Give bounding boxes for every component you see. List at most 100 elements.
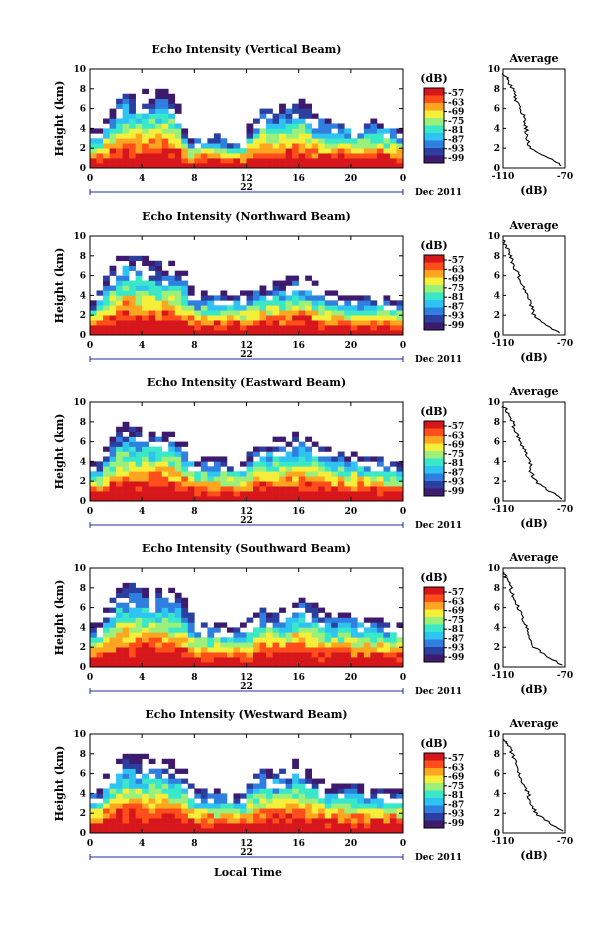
heatmap-cell [194, 637, 202, 643]
heatmap-cell [253, 446, 260, 452]
heatmap-cell [389, 803, 397, 809]
heatmap-cell [207, 803, 215, 809]
heatmap-cell [148, 280, 156, 286]
colorbar-swatch [424, 652, 444, 655]
heatmap-cell [292, 133, 299, 139]
heatmap-cell [331, 783, 339, 789]
heatmap-cell [311, 163, 319, 169]
heatmap-cell [155, 275, 163, 281]
heatmap-cell [285, 783, 293, 789]
heatmap-cell [253, 486, 260, 492]
heatmap-cell [376, 647, 384, 653]
heatmap-cell [311, 818, 319, 824]
heatmap-cell [155, 486, 163, 492]
colorbar-swatch [424, 628, 444, 631]
colorbar-swatch [424, 598, 444, 601]
heatmap-cell [357, 783, 365, 789]
heatmap-cell [324, 647, 332, 653]
heatmap-cell [233, 305, 241, 311]
heatmap-cell [272, 798, 280, 804]
colorbar-tick-label: -87 [448, 800, 464, 810]
heatmap-cell [246, 295, 254, 301]
heatmap-cell [122, 818, 130, 824]
heatmap-cell [129, 123, 136, 129]
colorbar-swatch [424, 127, 444, 130]
heatmap-cell [292, 158, 299, 164]
heatmap-cell [96, 163, 104, 169]
colorbar-swatch [424, 112, 444, 115]
heatmap-cell [220, 491, 228, 497]
heatmap-cell [155, 103, 163, 109]
heatmap-cell [396, 491, 404, 497]
heatmap-cell [122, 753, 130, 760]
heatmap-cell [174, 295, 182, 301]
heatmap-cell [103, 471, 110, 477]
heatmap-cell [207, 158, 215, 164]
heatmap-cell [213, 461, 221, 467]
heatmap-cell [142, 647, 149, 653]
colorbar-title: (dB) [420, 737, 447, 750]
heatmap-cell [109, 617, 117, 623]
heatmap-cell [168, 818, 176, 824]
heatmap-cell [285, 280, 293, 286]
heatmap-cell [168, 295, 176, 301]
heatmap-cell [220, 305, 228, 311]
heatmap-cell [292, 642, 299, 648]
average-y-tick-label: 4 [494, 457, 500, 467]
heatmap-cell [168, 491, 176, 497]
heatmap-cell [116, 798, 123, 804]
heatmap-cell [174, 163, 182, 169]
heatmap-cell [266, 612, 273, 618]
heatmap-cell [142, 642, 149, 648]
heatmap-cell [116, 818, 123, 824]
colorbar-swatch [424, 159, 444, 162]
heatmap-cell [181, 320, 189, 326]
heatmap-cell [344, 496, 352, 502]
heatmap-cell [135, 793, 143, 799]
heatmap-cell [389, 138, 397, 144]
heatmap-cell [285, 466, 293, 472]
heatmap-cell [266, 138, 273, 144]
heatmap-cell [142, 163, 149, 169]
heatmap-cell [298, 103, 306, 109]
heatmap-cell [174, 128, 182, 134]
heatmap-cell [259, 108, 267, 114]
heatmap-cell [148, 637, 156, 643]
heatmap-cell [103, 607, 110, 613]
heatmap-cell [109, 496, 117, 502]
heatmap-cell [350, 662, 358, 668]
heatmap-cell [305, 275, 313, 281]
heatmap-cell [220, 461, 228, 467]
heatmap-cell [122, 148, 130, 154]
heatmap-cell [389, 158, 397, 164]
colorbar-swatch [424, 315, 444, 318]
heatmap-cell [266, 652, 273, 658]
heatmap-cell [337, 813, 345, 819]
average-y-tick-label: 0 [494, 497, 500, 507]
heatmap-cell [103, 163, 110, 169]
heatmap-cell [305, 828, 313, 834]
heatmap-cell [200, 813, 208, 819]
heatmap-cell [253, 612, 260, 618]
colorbar-swatch [424, 492, 444, 495]
heatmap-cell [129, 255, 136, 262]
heatmap-cell [103, 295, 110, 301]
heatmap-cell [148, 491, 156, 497]
heatmap-cell [122, 255, 130, 262]
heatmap-cells [90, 88, 404, 169]
heatmap-cell [233, 315, 241, 321]
heatmap-cell [207, 481, 215, 487]
colorbar-tick-label: -63 [448, 763, 464, 773]
heatmap-cell [337, 617, 345, 623]
heatmap-cell [148, 642, 156, 648]
heatmap-cell [324, 788, 332, 794]
average-title: Average [508, 551, 558, 564]
heatmap-cell [122, 451, 130, 457]
heatmap-cell [116, 602, 123, 608]
heatmap-cell [239, 657, 247, 663]
heatmap-cell [116, 612, 123, 618]
heatmap-cell [253, 823, 260, 829]
heatmap-cell [155, 93, 163, 99]
heatmap-cell [292, 300, 299, 306]
heatmap-cell [194, 461, 202, 467]
